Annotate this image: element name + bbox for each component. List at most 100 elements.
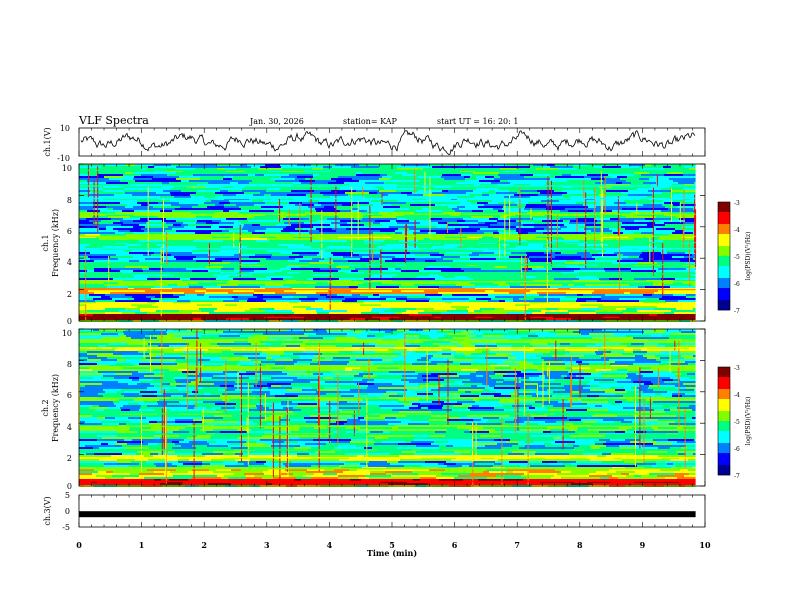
spectrogram-cell bbox=[495, 385, 516, 387]
spectrogram-cell bbox=[410, 399, 419, 401]
spectrogram-cell bbox=[202, 236, 212, 238]
spectrogram-streak bbox=[689, 240, 690, 287]
spectrogram-cell bbox=[272, 357, 291, 359]
spectrogram-cell bbox=[210, 343, 217, 345]
spectrogram-cell bbox=[134, 276, 148, 278]
spectrogram-cell bbox=[370, 216, 396, 218]
spectrogram-cell bbox=[469, 298, 476, 300]
spectrogram-cell bbox=[286, 423, 305, 425]
spectrogram-cell bbox=[227, 387, 235, 389]
spectrogram-cell bbox=[201, 312, 209, 314]
spectrogram-cell bbox=[79, 355, 97, 357]
spectrogram-cell bbox=[281, 192, 303, 194]
spectrogram-cell bbox=[79, 184, 90, 186]
spectrogram-cell bbox=[315, 286, 340, 288]
spectrogram-cell bbox=[360, 234, 367, 236]
spectrogram-cell bbox=[441, 312, 468, 314]
spectrogram-cell bbox=[98, 192, 125, 194]
spectrogram-cell bbox=[79, 176, 104, 178]
spectrogram-cell bbox=[670, 377, 680, 379]
spectrogram-cell bbox=[315, 300, 332, 302]
spectrogram-cell bbox=[179, 176, 200, 178]
spectrogram-cell bbox=[503, 375, 525, 377]
spectrogram-cell bbox=[490, 224, 500, 226]
spectrogram-cell bbox=[295, 204, 302, 206]
spectrogram-cell bbox=[300, 272, 322, 274]
spectrogram-cell bbox=[124, 391, 140, 393]
spectrogram-cell bbox=[649, 314, 657, 316]
spectrogram-cell bbox=[471, 391, 496, 393]
spectrogram-cell bbox=[385, 419, 399, 421]
spectrogram-cell bbox=[560, 292, 566, 294]
spectrogram-cell bbox=[118, 381, 140, 383]
spectrogram-cell bbox=[535, 401, 558, 403]
spectrogram-cell bbox=[447, 222, 459, 224]
spectrogram-cell bbox=[367, 335, 375, 337]
spectrogram-cell bbox=[304, 417, 331, 419]
spectrogram-cell bbox=[662, 270, 681, 272]
spectrogram-cell bbox=[180, 186, 187, 188]
spectrogram-cell bbox=[374, 355, 398, 357]
spectrogram-cell bbox=[516, 220, 542, 222]
spectrogram-cell bbox=[507, 276, 525, 278]
spectrogram-cell bbox=[253, 194, 264, 196]
spectrogram-cell bbox=[316, 292, 338, 294]
spectrogram-cell bbox=[274, 300, 301, 302]
spectrogram-cell bbox=[187, 214, 203, 216]
spectrogram-cell bbox=[387, 302, 405, 304]
spectrogram-cell bbox=[439, 252, 445, 254]
spectrogram-cell bbox=[87, 359, 101, 361]
spectrogram-cell bbox=[587, 186, 599, 188]
spectrogram-cell bbox=[675, 385, 696, 387]
spectrogram-cell bbox=[246, 290, 254, 292]
spectrogram-cell bbox=[190, 194, 209, 196]
spectrogram-cell bbox=[510, 393, 518, 395]
spectrogram-cell bbox=[334, 262, 352, 264]
spectrogram-cell bbox=[472, 210, 483, 212]
spectrogram-cell bbox=[673, 180, 684, 182]
spectrogram-cell bbox=[612, 266, 635, 268]
spectrogram-cell bbox=[266, 190, 291, 192]
spectrogram-cell bbox=[473, 399, 479, 401]
spectrogram-cell bbox=[559, 212, 574, 214]
spectrogram-cell bbox=[257, 262, 270, 264]
spectrogram-cell bbox=[579, 272, 592, 274]
spectrogram-cell bbox=[624, 280, 631, 282]
spectrogram-cell bbox=[621, 421, 632, 423]
spectrogram-cell bbox=[399, 316, 405, 318]
spectrogram-cell bbox=[525, 170, 544, 172]
spectrogram-cell bbox=[626, 202, 651, 204]
spectrogram-cell bbox=[371, 170, 385, 172]
spectrogram-cell bbox=[611, 349, 624, 351]
spectrogram-cell bbox=[374, 250, 381, 252]
spectrogram-cell bbox=[499, 401, 519, 403]
spectrogram-cell bbox=[664, 214, 691, 216]
spectrogram-cell bbox=[441, 403, 462, 405]
spectrogram-cell bbox=[630, 184, 652, 186]
spectrogram-cell bbox=[670, 286, 696, 288]
spectrogram-cell bbox=[437, 170, 453, 172]
spectrogram-cell bbox=[317, 377, 323, 379]
spectrogram-cell bbox=[236, 168, 248, 170]
spectrogram-cell bbox=[573, 254, 592, 256]
spectrogram-cell bbox=[455, 365, 468, 367]
spectrogram-cell bbox=[320, 379, 331, 381]
spectrogram-cell bbox=[488, 359, 507, 361]
spectrogram-cell bbox=[684, 357, 696, 359]
spectrogram-streak bbox=[604, 175, 606, 216]
spectrogram-cell bbox=[438, 222, 447, 224]
spectrogram-cell bbox=[610, 363, 633, 365]
spectrogram-cell bbox=[147, 236, 157, 238]
spectrogram-cell bbox=[468, 312, 480, 314]
spectrogram-cell bbox=[379, 258, 392, 260]
spectrogram-cell bbox=[447, 256, 460, 258]
spectrogram-cell bbox=[543, 166, 550, 168]
spectrogram-cell bbox=[689, 405, 696, 407]
spectrogram-cell bbox=[326, 403, 346, 405]
spectrogram-cell bbox=[557, 341, 563, 343]
spectrogram-cell bbox=[123, 306, 137, 308]
spectrogram-cell bbox=[192, 270, 208, 272]
spectrogram-cell bbox=[581, 308, 601, 310]
spectrogram-cell bbox=[90, 383, 102, 385]
spectrogram-cell bbox=[86, 218, 93, 220]
